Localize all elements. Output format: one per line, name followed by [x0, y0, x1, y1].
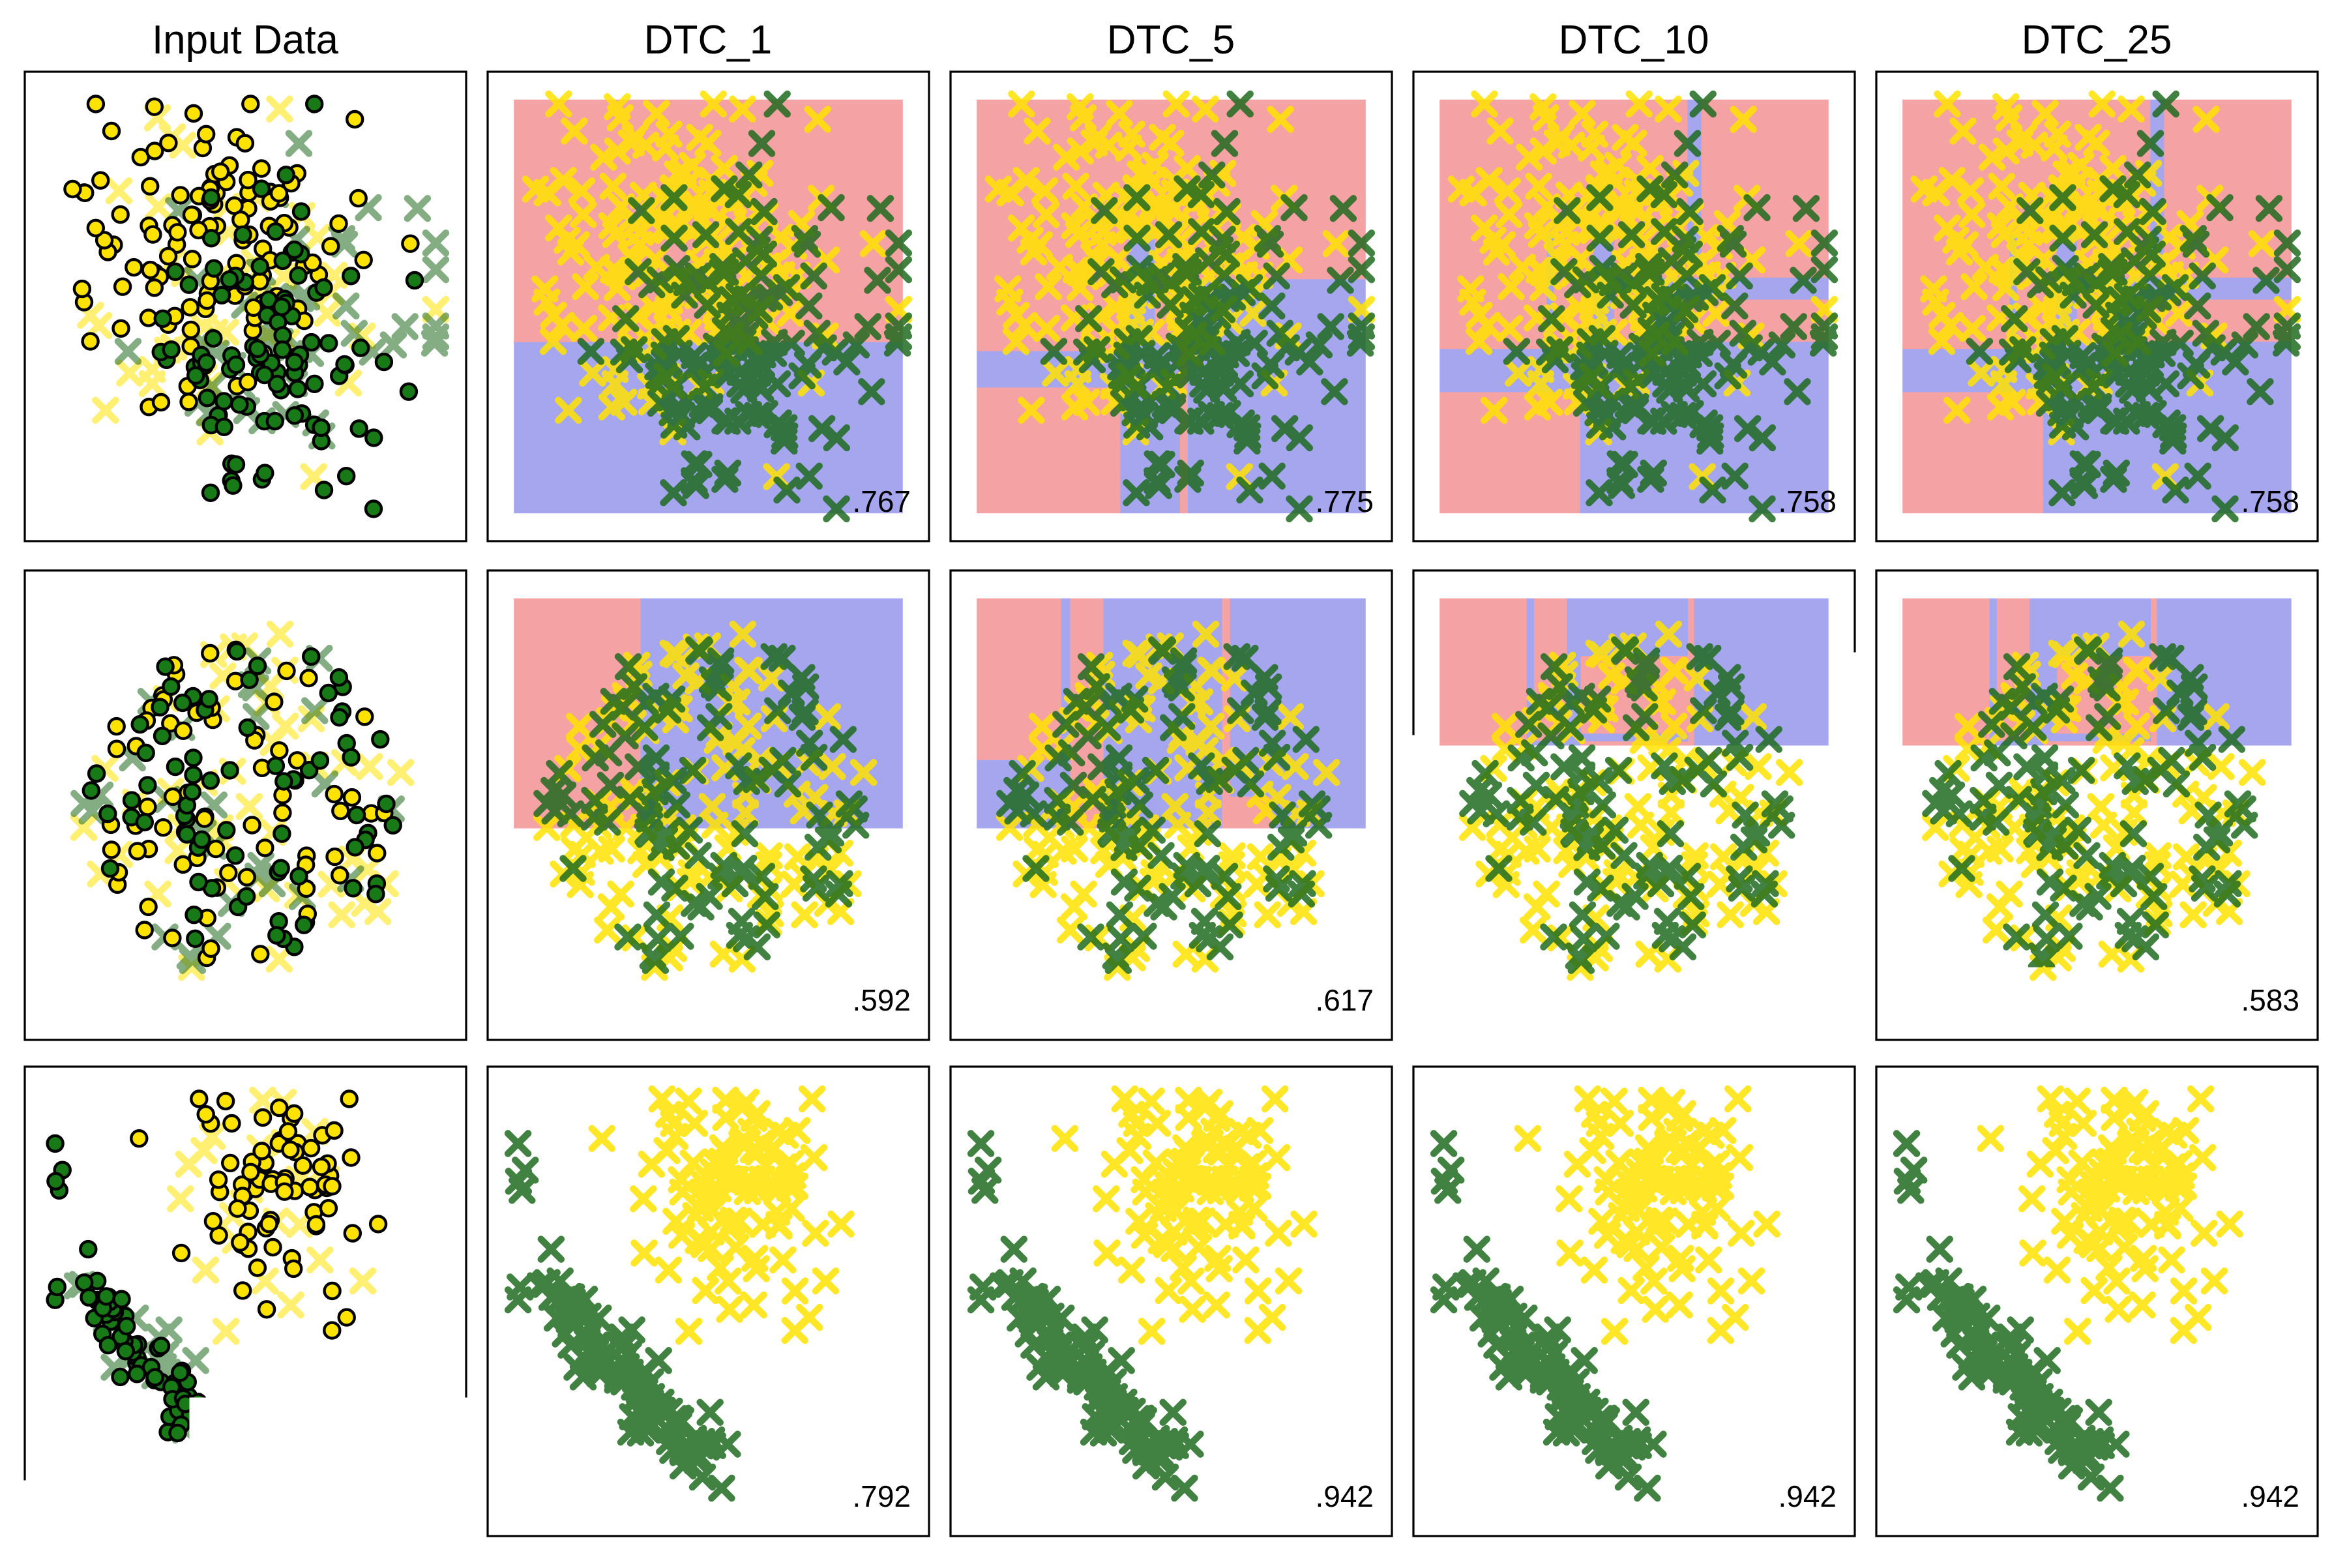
svg-text:.592: .592 [852, 983, 911, 1017]
svg-text:DTC_10: DTC_10 [1559, 18, 1709, 63]
svg-text:.942: .942 [1778, 1479, 1837, 1513]
svg-text:.775: .775 [1315, 484, 1374, 518]
svg-text:DTC_5: DTC_5 [1107, 18, 1235, 63]
svg-text:.542: .542 [1778, 983, 1837, 1017]
svg-text:.792: .792 [852, 1479, 911, 1513]
svg-text:.942: .942 [2241, 1479, 2299, 1513]
svg-text:DTC_1: DTC_1 [644, 18, 772, 63]
svg-text:.758: .758 [1778, 484, 1837, 518]
svg-text:.767: .767 [852, 484, 911, 518]
svg-text:DTC_25: DTC_25 [2022, 18, 2172, 63]
svg-text:Input Data: Input Data [152, 18, 339, 63]
svg-text:.617: .617 [1315, 983, 1374, 1017]
svg-text:.758: .758 [2241, 484, 2299, 518]
svg-text:.583: .583 [2241, 983, 2299, 1017]
svg-text:.942: .942 [1315, 1479, 1374, 1513]
